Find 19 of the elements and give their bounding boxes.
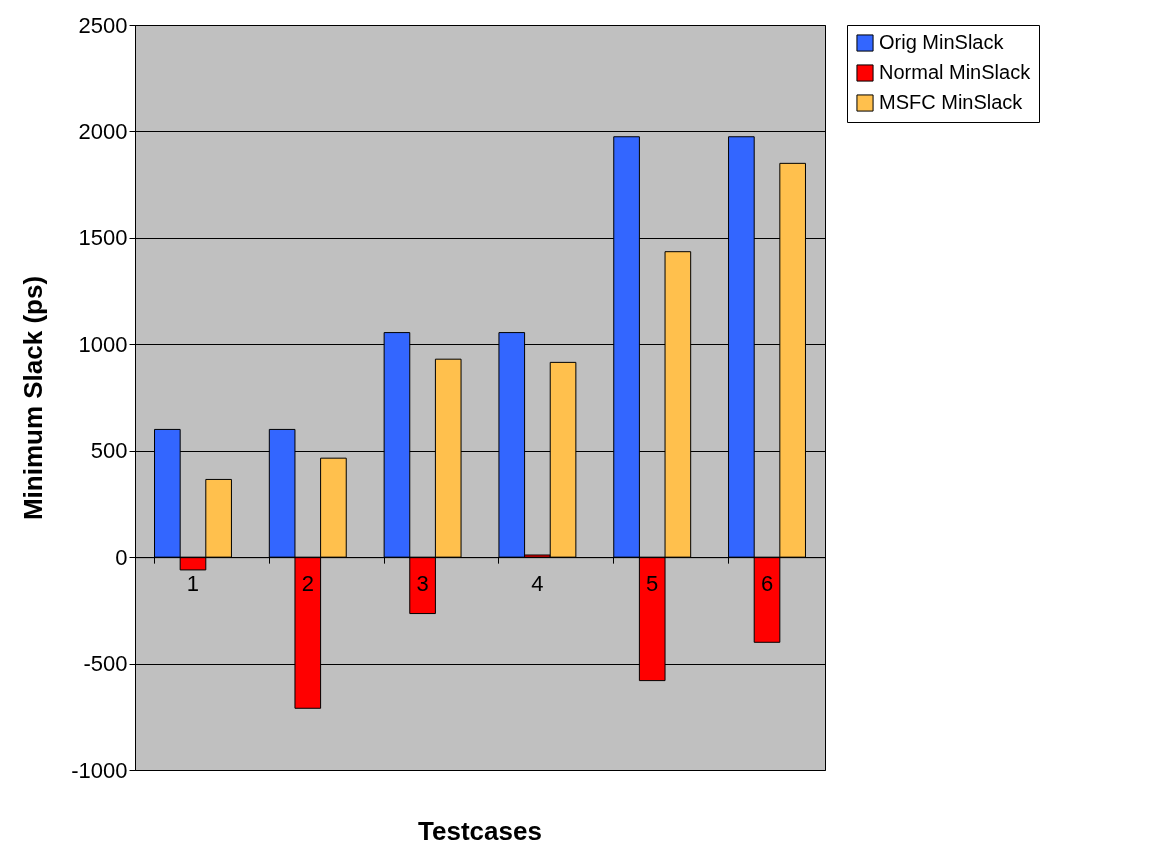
x-tick-label: 4 [531, 570, 544, 596]
x-axis-title: Testcases [418, 816, 542, 846]
legend-label: Orig MinSlack [879, 31, 1005, 53]
y-tick-label: 1500 [78, 225, 128, 251]
x-tick-label: 3 [416, 570, 429, 596]
x-tick-label: 2 [301, 570, 314, 596]
x-tick-label: 6 [760, 570, 774, 596]
y-tick-label: 2500 [78, 12, 128, 38]
legend-label: MSFC MinSlack [879, 91, 1024, 113]
x-tick-label: 1 [186, 570, 200, 596]
y-tick-label: 500 [90, 438, 128, 464]
y-tick-label: -1000 [71, 757, 128, 783]
legend-label: Normal MinSlack [879, 61, 1032, 83]
y-tick-label: -500 [83, 651, 128, 677]
x-tick-label: 5 [646, 570, 659, 596]
y-tick-label: 2000 [78, 118, 128, 144]
y-tick-label: 0 [115, 544, 128, 570]
y-tick-label: 1000 [78, 331, 128, 357]
y-axis-title: Minimum Slack (ps) [18, 275, 49, 521]
